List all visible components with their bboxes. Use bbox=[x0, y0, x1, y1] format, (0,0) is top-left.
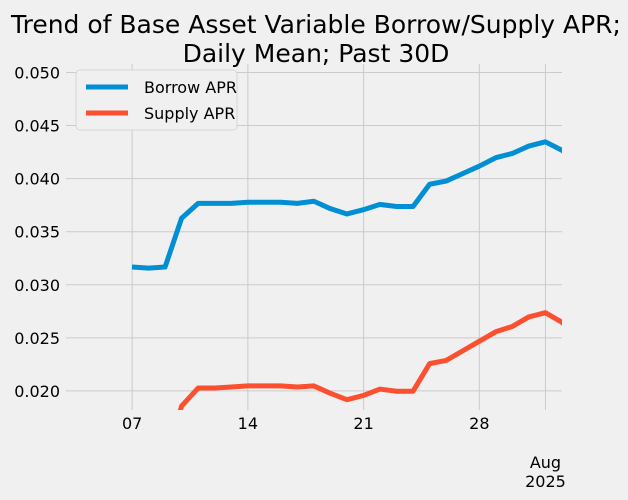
x-tick-label: Aug bbox=[530, 453, 561, 472]
x-tick-label: 14 bbox=[238, 414, 258, 433]
x-tick-label: 21 bbox=[353, 414, 373, 433]
y-tick-label: 0.035 bbox=[14, 223, 60, 242]
chart-title-line-2: Daily Mean; Past 30D bbox=[183, 39, 450, 68]
y-tick-label: 0.045 bbox=[14, 117, 60, 136]
series-line-supply bbox=[177, 310, 562, 410]
chart-title-line-1: Trend of Base Asset Variable Borrow/Supp… bbox=[10, 10, 621, 39]
legend-label-borrow: Borrow APR bbox=[144, 78, 237, 97]
plot-area bbox=[131, 139, 562, 410]
legend-label-supply: Supply APR bbox=[144, 104, 235, 123]
x-tick-label: 07 bbox=[122, 414, 142, 433]
legend: Borrow APR Supply APR bbox=[75, 69, 238, 131]
x-tick-label: 28 bbox=[469, 414, 489, 433]
y-tick-label: 0.030 bbox=[14, 276, 60, 295]
y-tick-label: 0.050 bbox=[14, 63, 60, 82]
series-line-borrow bbox=[131, 139, 562, 271]
x-tick-label-year: 2025 bbox=[525, 472, 566, 491]
series-lines bbox=[131, 139, 562, 410]
y-tick-label: 0.040 bbox=[14, 170, 60, 189]
y-tick-label: 0.025 bbox=[14, 329, 60, 348]
axis-ticks: 0.020 0.025 0.030 0.035 0.040 0.045 0.050 07 14 2… bbox=[14, 63, 566, 491]
y-tick-label: 0.020 bbox=[14, 382, 60, 401]
